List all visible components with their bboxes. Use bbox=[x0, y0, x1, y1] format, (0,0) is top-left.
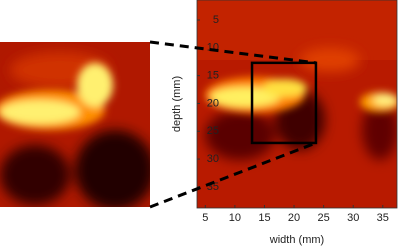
y-tick-label: 15 bbox=[207, 70, 219, 82]
y-tick-label: 20 bbox=[207, 97, 219, 109]
x-tick-label: 25 bbox=[318, 212, 330, 224]
y-axis-label: depth (mm) bbox=[171, 76, 183, 132]
x-tick-label: 35 bbox=[377, 212, 389, 224]
x-tick-label: 30 bbox=[347, 212, 359, 224]
x-axis-label: width (mm) bbox=[269, 234, 324, 246]
x-tick-label: 20 bbox=[288, 212, 300, 224]
x-tick-label: 10 bbox=[229, 212, 241, 224]
zoom-line bbox=[149, 40, 317, 65]
x-tick-label: 5 bbox=[202, 212, 208, 224]
y-tick-label: 30 bbox=[207, 153, 219, 165]
plot-frame bbox=[196, 0, 398, 209]
heatmap bbox=[197, 0, 397, 208]
y-tick-label: 25 bbox=[207, 125, 219, 137]
zoom-inset bbox=[0, 42, 150, 207]
roi-box bbox=[250, 61, 318, 145]
y-tick-label: 5 bbox=[213, 14, 219, 26]
x-tick-label: 15 bbox=[258, 212, 270, 224]
